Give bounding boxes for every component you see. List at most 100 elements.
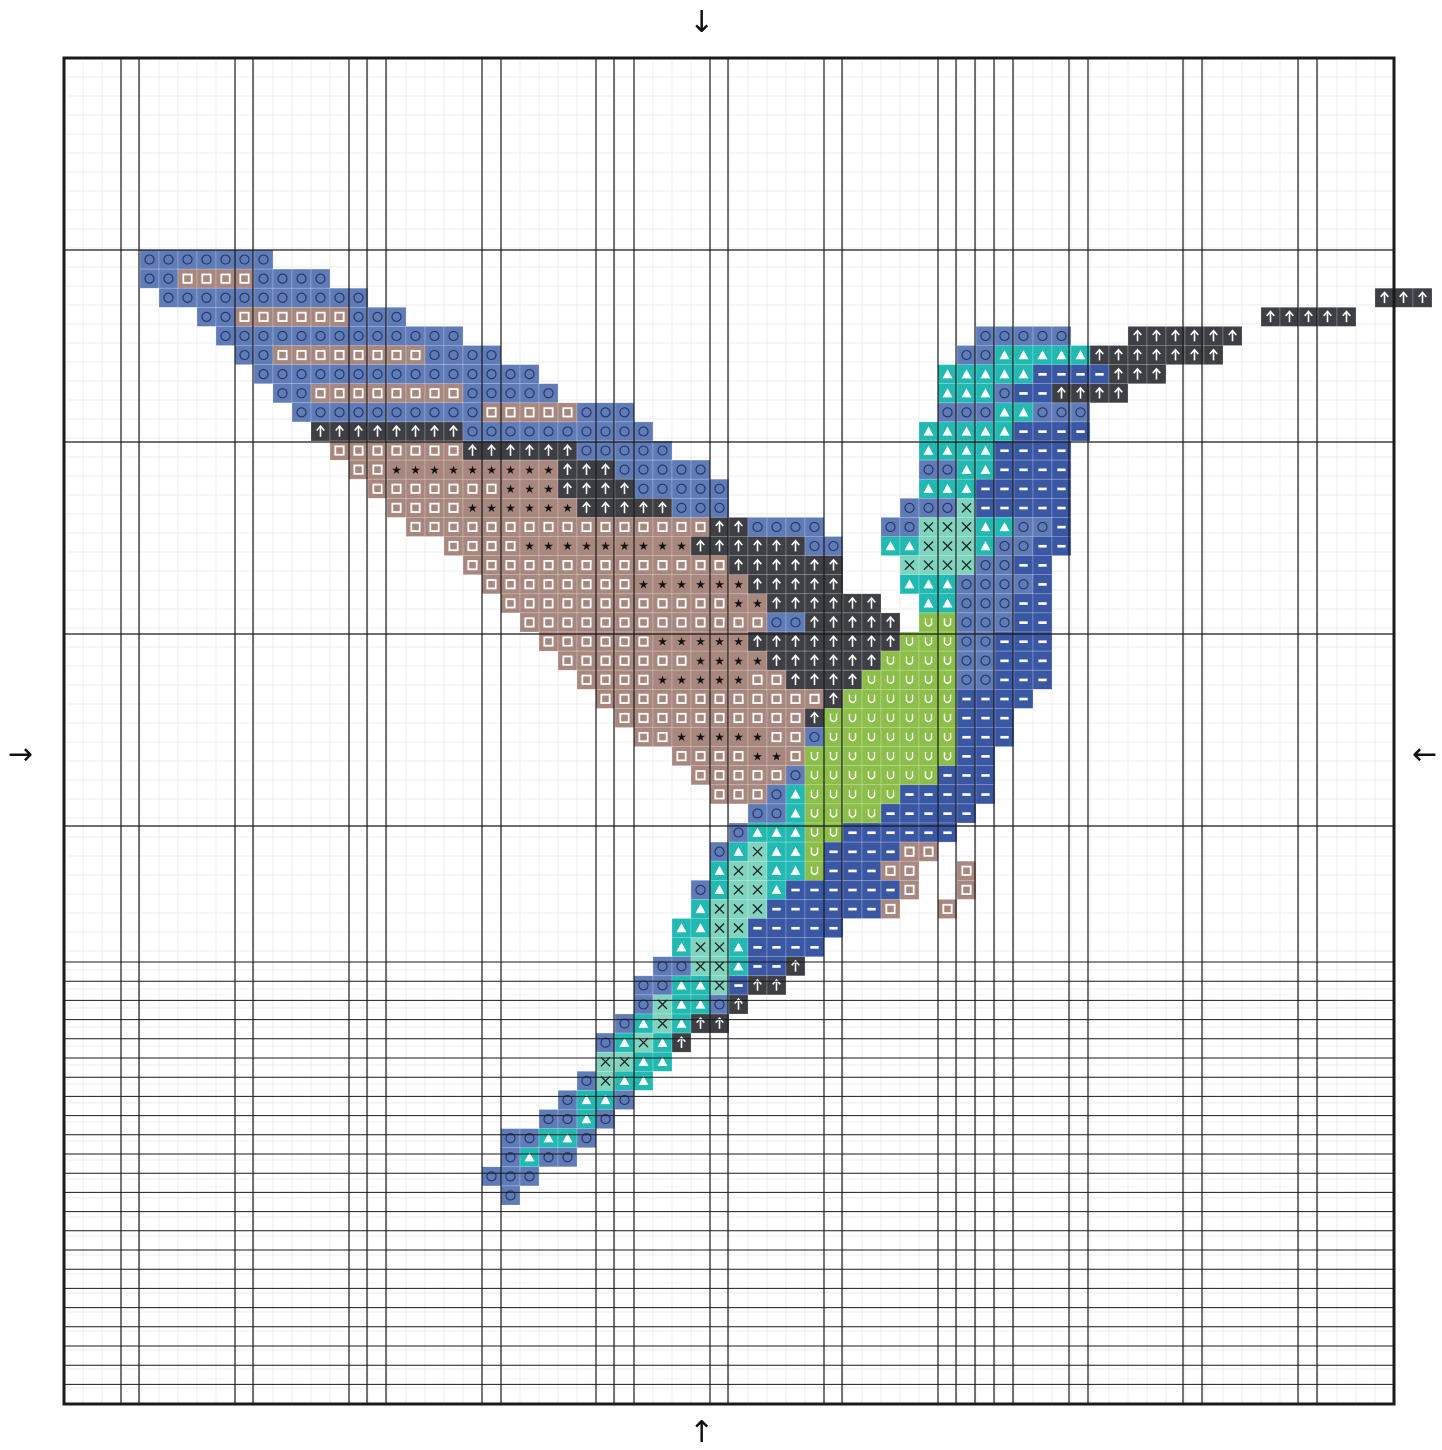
stitch-cell <box>747 899 768 919</box>
stitch-cell <box>557 612 578 633</box>
stitch-cell <box>481 402 502 423</box>
stitch-cell <box>671 555 692 575</box>
svg-text:★: ★ <box>581 539 592 553</box>
stitch-cell <box>139 268 160 289</box>
stitch-cell <box>633 593 654 614</box>
stitch-cell <box>1013 459 1034 480</box>
stitch-cell <box>481 555 502 575</box>
stitch-cell <box>234 268 255 289</box>
stitch-cell <box>804 803 825 824</box>
stitch-cell <box>329 364 350 385</box>
stitch-cell <box>633 1051 654 1072</box>
stitch-cell <box>766 918 787 938</box>
stitch-cell <box>652 708 673 728</box>
stitch-cell <box>1032 631 1053 652</box>
stitch-cell: ★ <box>766 746 787 766</box>
stitch-cell <box>253 326 274 346</box>
stitch-cell <box>500 536 521 556</box>
stitch-cell <box>443 326 464 346</box>
stitch-cell <box>595 1109 616 1129</box>
stitch-cell <box>291 402 312 423</box>
stitch-cell: ★ <box>728 669 749 690</box>
stitch-cell <box>1032 402 1053 423</box>
stitch-cell <box>747 708 768 728</box>
stitch-cell <box>595 402 616 423</box>
stitch-cell <box>728 956 749 977</box>
stitch-cell <box>880 879 901 900</box>
stitch-cell <box>443 497 464 518</box>
stitch-cell <box>975 593 996 614</box>
stitch-cell <box>652 517 673 537</box>
stitch-cell <box>994 517 1015 537</box>
stitch-cell <box>861 765 882 786</box>
stitch-cell <box>519 555 540 575</box>
stitch-cell <box>595 1071 616 1091</box>
chart-border <box>62 56 1396 1406</box>
stitch-cell <box>956 440 977 461</box>
stitch-cell <box>253 364 274 385</box>
stitch-cell <box>804 784 825 805</box>
stitch-cell <box>785 688 806 709</box>
stitch-cell <box>519 612 540 633</box>
stitch-cell <box>424 383 445 404</box>
stitch-cell <box>823 841 844 862</box>
stitch-cell <box>709 1013 730 1034</box>
stitch-cell <box>690 879 711 900</box>
stitch-cell <box>614 402 635 423</box>
svg-text:★: ★ <box>657 577 668 591</box>
stitch-cell <box>709 688 730 709</box>
svg-text:★: ★ <box>619 539 630 553</box>
stitch-cell <box>462 383 483 404</box>
stitch-cell <box>918 555 939 575</box>
stitch-cell <box>937 459 958 480</box>
stitch-cell <box>785 860 806 881</box>
svg-text:★: ★ <box>562 501 573 515</box>
stitch-cell: ★ <box>481 497 502 518</box>
stitch-cell <box>823 765 844 786</box>
stitch-cell <box>956 536 977 556</box>
stitch-cell <box>880 631 901 652</box>
stitch-cell <box>348 402 369 423</box>
stitch-cell <box>899 517 920 537</box>
stitch-cell: ★ <box>728 593 749 614</box>
stitch-cell <box>766 803 787 824</box>
stitch-cell <box>690 937 711 957</box>
stitch-cell <box>367 421 388 442</box>
stitch-cell <box>291 364 312 385</box>
stitch-cell <box>804 688 825 709</box>
stitch-cell <box>614 478 635 499</box>
stitch-cell <box>576 402 597 423</box>
stitch-cell <box>1127 364 1148 385</box>
stitch-cell <box>823 650 844 671</box>
stitch-cell <box>880 688 901 709</box>
stitch-cell <box>937 631 958 652</box>
stitch-cell <box>234 249 255 270</box>
stitch-cell: ★ <box>538 459 559 480</box>
svg-text:★: ★ <box>695 730 706 744</box>
stitch-cell <box>1032 536 1053 556</box>
stitch-cell <box>709 517 730 537</box>
stitch-cell <box>899 555 920 575</box>
stitch-cell <box>956 459 977 480</box>
stitch-cell <box>386 383 407 404</box>
stitch-cell <box>899 631 920 652</box>
stitch-cell <box>633 459 654 480</box>
stitch-cell <box>500 421 521 442</box>
stitch-cell: ★ <box>709 727 730 747</box>
stitch-cell <box>595 688 616 709</box>
stitch-cell <box>671 956 692 977</box>
stitch-cell <box>842 669 863 690</box>
stitch-cell <box>861 879 882 900</box>
stitch-cell <box>709 784 730 805</box>
stitch-cell: ★ <box>462 459 483 480</box>
stitch-cell <box>177 268 198 289</box>
stitch-cell <box>728 860 749 881</box>
stitch-cell <box>633 669 654 690</box>
stitch-cell <box>1013 402 1034 423</box>
stitch-cell <box>291 306 312 327</box>
stitch-cell <box>443 517 464 537</box>
stitch-cell <box>519 383 540 404</box>
stitch-cell <box>918 612 939 633</box>
stitch-cell <box>443 478 464 499</box>
stitch-cell <box>994 574 1015 595</box>
